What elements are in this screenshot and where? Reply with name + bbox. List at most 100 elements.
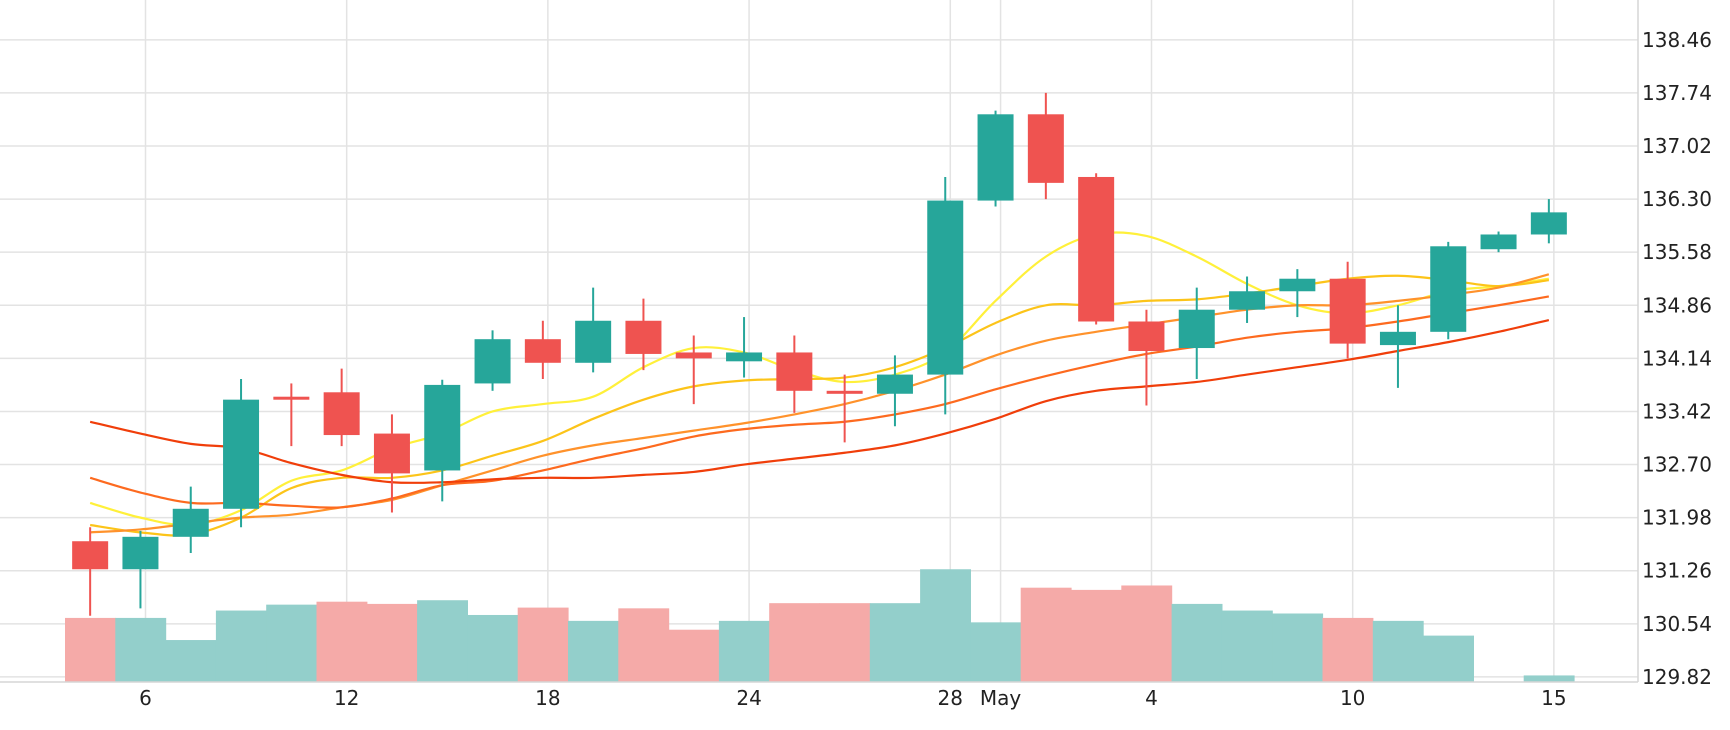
volume-bar — [1221, 610, 1273, 682]
candle-body — [1027, 114, 1064, 183]
y-tick-label: 129.82 — [1642, 665, 1712, 689]
candle-body — [1178, 309, 1215, 349]
y-tick-label: 131.98 — [1642, 506, 1712, 530]
candle-down — [524, 320, 561, 380]
x-tick-label: 28 — [938, 686, 963, 710]
volume-bar — [618, 608, 670, 682]
candle-up — [977, 110, 1014, 207]
candle-body — [223, 399, 260, 509]
candle-body — [424, 384, 461, 471]
candle-down — [1027, 92, 1064, 200]
x-tick-labels: 6 12 18 24 28 May 4 10 15 — [139, 686, 1566, 710]
candle-body — [625, 320, 662, 354]
x-tick-label: May — [980, 686, 1022, 710]
x-tick-label: 15 — [1541, 686, 1566, 710]
candle-up — [424, 379, 461, 502]
volume-bar — [115, 617, 167, 682]
volume-bar — [65, 617, 116, 682]
candle-body — [1078, 176, 1115, 322]
candle-down — [273, 383, 310, 447]
candle-down — [1329, 261, 1366, 359]
x-tick-label: 24 — [736, 686, 761, 710]
x-tick-label: 10 — [1340, 686, 1365, 710]
volume-bar — [819, 603, 871, 682]
candle-up — [1530, 199, 1567, 244]
candle-up — [876, 355, 913, 427]
candle-body — [373, 433, 410, 474]
candle-body — [323, 392, 360, 436]
candle-up — [1430, 241, 1467, 340]
y-tick-label: 133.42 — [1642, 399, 1712, 423]
candle-body — [726, 352, 763, 362]
candle-up — [1229, 276, 1266, 323]
y-tick-label: 138.46 — [1642, 28, 1712, 52]
candle-body — [826, 390, 863, 394]
volume-bar — [467, 614, 519, 682]
volume-bar — [366, 603, 418, 682]
candle-up — [1178, 287, 1215, 380]
volume-bar — [1272, 613, 1324, 682]
candle-up — [927, 176, 964, 415]
y-tick-label: 137.74 — [1642, 81, 1712, 105]
candle-down — [72, 527, 109, 616]
volume-bar — [718, 620, 770, 682]
candle-down — [1128, 309, 1165, 406]
candle-up — [474, 330, 511, 391]
volume-bar — [1423, 635, 1474, 682]
volume-bar — [1020, 587, 1072, 682]
x-tick-label: 4 — [1145, 686, 1158, 710]
candle-body — [273, 396, 310, 400]
candle-body — [1279, 278, 1316, 292]
candle-down — [373, 414, 410, 513]
candle-up — [1379, 305, 1416, 388]
volume-bar — [417, 600, 468, 682]
candle-body — [675, 352, 712, 359]
candle-body — [172, 508, 209, 537]
candle-body — [72, 541, 109, 570]
volume-bar — [568, 620, 619, 682]
y-tick-label: 134.86 — [1642, 293, 1712, 317]
candle-body — [1430, 246, 1467, 332]
volume-bar — [215, 610, 267, 682]
candle-down — [323, 368, 360, 447]
y-tick-label: 130.54 — [1642, 612, 1712, 636]
volume-bar — [869, 603, 921, 682]
moving-average-line — [89, 318, 1550, 485]
volume-bars — [65, 569, 1575, 682]
candle-up — [122, 530, 159, 609]
volume-bar — [668, 629, 720, 682]
volume-bar — [1071, 589, 1122, 682]
candle-body — [776, 352, 813, 391]
x-tick-label: 12 — [334, 686, 359, 710]
volume-bar — [1171, 603, 1223, 682]
candle-body — [1530, 212, 1567, 235]
y-tick-label: 135.58 — [1642, 240, 1712, 264]
y-tick-label: 137.02 — [1642, 134, 1712, 158]
candle-down — [625, 298, 662, 371]
candle-down — [1078, 173, 1115, 325]
candle-body — [977, 114, 1014, 201]
candle-body — [122, 536, 159, 570]
y-tick-label: 131.26 — [1642, 559, 1712, 583]
candle-up — [575, 287, 612, 373]
volume-bar — [1121, 585, 1173, 682]
candle-down — [776, 335, 813, 413]
candle-up — [1279, 269, 1316, 318]
y-tick-label: 134.14 — [1642, 346, 1712, 370]
candle-up — [223, 379, 260, 528]
y-tick-label: 132.70 — [1642, 453, 1712, 477]
candle-body — [1480, 234, 1517, 250]
candle-body — [524, 339, 561, 363]
moving-average-line — [89, 295, 1550, 509]
candle-up — [726, 317, 763, 378]
volume-bar — [1523, 675, 1575, 682]
volume-bar — [970, 622, 1022, 682]
candle-up — [1480, 231, 1517, 253]
candle-body — [1379, 331, 1416, 346]
candles — [72, 92, 1567, 616]
y-tick-label: 136.30 — [1642, 187, 1712, 211]
volume-bar — [165, 640, 217, 682]
candle-body — [575, 320, 612, 363]
volume-bar — [316, 601, 368, 682]
